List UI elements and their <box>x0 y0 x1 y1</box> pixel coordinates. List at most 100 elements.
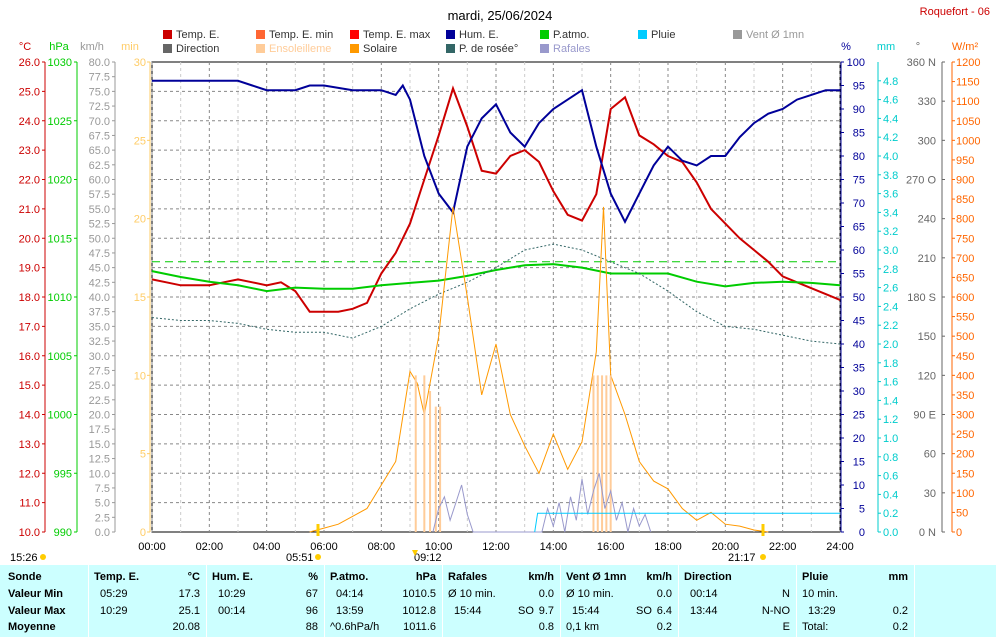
axis-tick-label: 990 <box>54 527 72 539</box>
axis-tick-label: 75.0 <box>89 86 110 98</box>
axis-tick-label: 17.5 <box>89 424 110 436</box>
axis-tick-label: 75 <box>853 175 865 187</box>
axis-tick-label: 65.0 <box>89 145 110 157</box>
x-tick-label: 06:00 <box>310 541 338 553</box>
axis-tick-label: 62.5 <box>89 160 110 172</box>
stats-rain: Pluie mm 10 min. 13:29 0.2 Total: 0.2 <box>796 565 915 637</box>
axis-tick-label: 1005 <box>48 351 72 363</box>
axis-tick-label: 50 <box>956 507 968 519</box>
series-p-atmo--line <box>151 263 841 293</box>
axis-tick-label: 4.0 <box>883 151 898 163</box>
axis-tick-label: 450 <box>956 351 974 363</box>
x-tick-label: 02:00 <box>196 541 224 553</box>
axis-tick-label: 995 <box>54 468 72 480</box>
press-trend: ^0.6hPa/h <box>330 621 380 633</box>
legend-label: Temp. E. <box>176 29 219 41</box>
axis-tick-label: 0.8 <box>883 452 898 464</box>
gust-r2-dir: SO <box>518 605 534 617</box>
axis-units: °C hPa km/h min% mm ° W/m² <box>19 41 979 53</box>
axis-tick-label: 25 <box>134 135 146 147</box>
axis-tick-label: 70 <box>853 198 865 210</box>
axis-tick-label: 1.0 <box>883 433 898 445</box>
axis-tick-label: 1.8 <box>883 358 898 370</box>
axis-tick-label: 4.6 <box>883 95 898 107</box>
legend-swatch <box>638 30 647 39</box>
x-tick-label: 10:00 <box>425 541 453 553</box>
legend-swatch <box>540 44 549 53</box>
gust-r2: 9.7 <box>538 605 554 617</box>
stats-hum: Hum. E. % 10:29 67 00:14 96 88 <box>206 565 325 637</box>
axis-tick-label: 150 <box>918 331 936 343</box>
axis-tick-label: 25.0 <box>89 380 110 392</box>
axis-tick-label: 20.0 <box>89 410 110 422</box>
hum-title: Hum. E. <box>212 571 253 583</box>
wind-title: Vent Ø 1mn <box>566 571 627 583</box>
legend-label: P.atmo. <box>553 29 590 41</box>
press-unit: hPa <box>415 571 436 583</box>
noon-arrow-icon <box>412 550 418 556</box>
axis-tick-label: 0 <box>140 527 146 539</box>
hum-avg: 88 <box>305 621 318 633</box>
axis-tick-label: 15.0 <box>19 380 40 392</box>
axis-tick-label: 1010 <box>48 292 72 304</box>
x-tick-label: 12:00 <box>482 541 510 553</box>
axis-tick-label: 45.0 <box>89 263 110 275</box>
legend-swatch <box>446 30 455 39</box>
axis-tick-label: 900 <box>956 175 974 187</box>
temp-unit: °C <box>187 571 200 583</box>
axis-tick-label: 80.0 <box>89 57 110 69</box>
axis-tick-label: 1.2 <box>883 414 898 426</box>
legend-swatch <box>163 30 172 39</box>
x-tick-label: 22:00 <box>769 541 797 553</box>
dir-r1-time: 00:14 <box>690 588 718 600</box>
legend-label: Direction <box>176 43 219 55</box>
x-tick-label: 00:00 <box>138 541 166 553</box>
axis-tick-label: 60.0 <box>89 175 110 187</box>
axis-tick-label: 25 <box>853 410 865 422</box>
axis-tick-label: 23.0 <box>19 145 40 157</box>
weather-chart: mardi, 25/06/2024 Roquefort - 06 Temp. E… <box>10 6 990 564</box>
axis-tick-label: 22.5 <box>89 395 110 407</box>
axis-tick-label: 270 O <box>906 175 936 187</box>
axis-tick-label: 10 <box>134 370 146 382</box>
legend-swatch <box>256 30 265 39</box>
axis-tick-label: 21.0 <box>19 204 40 216</box>
axis-tick-label: 20.0 <box>19 233 40 245</box>
wind-r1: 0.0 <box>656 588 672 600</box>
dir-r3: E <box>782 621 790 633</box>
axis-tick-label: 70.0 <box>89 116 110 128</box>
axis-tick-label: 1015 <box>48 233 72 245</box>
axis-tick-label: 5 <box>140 449 146 461</box>
series-pluie-line <box>534 512 840 533</box>
axis-tick-label: 4.2 <box>883 132 898 144</box>
stats-labels: Sonde Valeur Min Valeur Max Moyenne <box>0 565 89 637</box>
axis-tick-label: 26.0 <box>19 57 40 69</box>
axis-tick-label: 2.2 <box>883 320 898 332</box>
axis-tick-label: 240 <box>918 214 936 226</box>
series-p-de-ros-e--line <box>151 243 841 345</box>
legend-label: P. de rosée° <box>459 43 518 55</box>
press-title: P.atmo. <box>330 571 369 583</box>
axis-tick-label: 0.2 <box>883 508 898 520</box>
axis-tick-label: 3.4 <box>883 207 898 219</box>
axis-tick-label: 13.0 <box>19 439 40 451</box>
axis-tick-label: 3.2 <box>883 226 898 238</box>
temp-max: 25.1 <box>178 605 200 617</box>
rain-r2: 0.2 <box>892 605 908 617</box>
x-tick-label: 24:00 <box>826 541 854 553</box>
axis-tick-label: 90 E <box>913 410 936 422</box>
axis-unit: % <box>841 41 851 53</box>
axis-tick-label: 2.5 <box>95 512 110 524</box>
press-min-time: 04:14 <box>336 588 364 600</box>
sunrise-label: 05:51 <box>286 552 314 564</box>
legend-label: Rafales <box>553 43 591 55</box>
axis-tick-label: 90 <box>853 104 865 116</box>
axis-unit: ° <box>916 41 920 53</box>
series-solaire-line <box>309 206 769 533</box>
dir-r2: N-NO <box>761 605 790 617</box>
axis-tick-label: 30.0 <box>89 351 110 363</box>
axis-tick-label: 200 <box>956 449 974 461</box>
axis-tick-label: 19.0 <box>19 263 40 275</box>
rain-r3-label: Total: <box>802 621 829 633</box>
axis-tick-label: 30 <box>924 488 936 500</box>
